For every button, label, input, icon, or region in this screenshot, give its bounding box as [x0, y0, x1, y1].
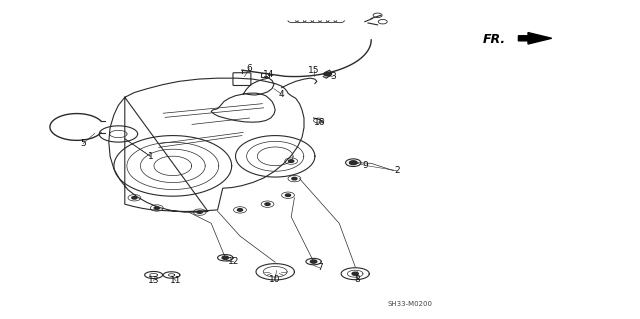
- Circle shape: [310, 260, 317, 263]
- Circle shape: [352, 272, 358, 275]
- Text: FR.: FR.: [483, 33, 506, 46]
- Text: 12: 12: [228, 257, 239, 266]
- Circle shape: [285, 194, 291, 197]
- Text: 7: 7: [317, 263, 323, 272]
- Circle shape: [222, 256, 228, 259]
- Text: 3: 3: [330, 72, 335, 81]
- Text: 14: 14: [263, 70, 275, 79]
- Text: 9: 9: [362, 161, 367, 170]
- Bar: [261, 73, 269, 77]
- Circle shape: [349, 161, 357, 165]
- Text: 8: 8: [355, 275, 360, 284]
- Text: 15: 15: [308, 66, 319, 75]
- Circle shape: [265, 203, 270, 205]
- Text: 4: 4: [279, 90, 284, 99]
- Text: 11: 11: [170, 276, 182, 285]
- Text: 6: 6: [247, 64, 252, 73]
- Circle shape: [292, 177, 297, 180]
- Text: 1: 1: [148, 152, 153, 161]
- Text: SH33-M0200: SH33-M0200: [387, 301, 432, 307]
- Circle shape: [324, 72, 332, 76]
- Text: 2: 2: [394, 166, 399, 175]
- Circle shape: [132, 197, 137, 199]
- Text: 10: 10: [269, 275, 281, 284]
- Circle shape: [197, 211, 202, 213]
- Polygon shape: [518, 33, 552, 44]
- Circle shape: [237, 209, 243, 211]
- Text: 13: 13: [148, 276, 159, 285]
- Circle shape: [154, 207, 159, 209]
- Text: 16: 16: [314, 118, 326, 127]
- Text: 5: 5: [81, 139, 86, 148]
- Circle shape: [289, 160, 294, 162]
